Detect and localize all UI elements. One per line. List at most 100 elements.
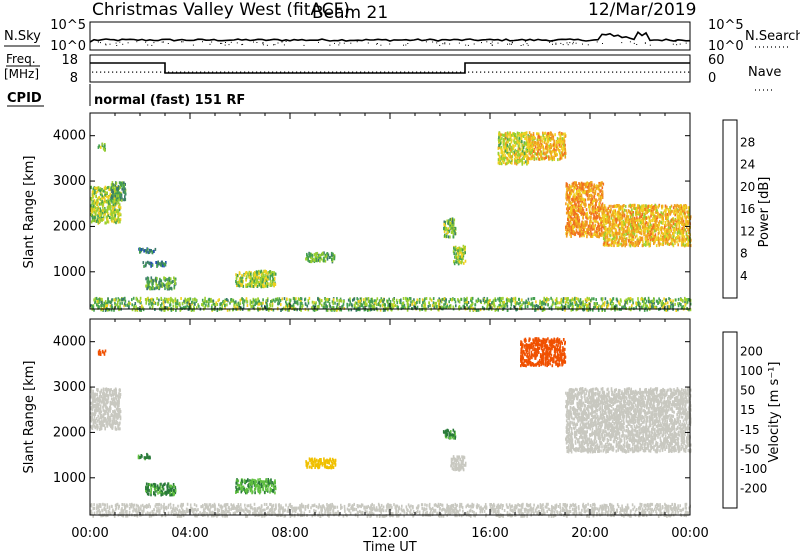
- echo-cell: [423, 306, 425, 310]
- echo-cell: [642, 305, 644, 309]
- nsearch-point: [109, 43, 111, 45]
- echo-cell: [421, 298, 424, 302]
- echo-cell: [664, 213, 666, 217]
- echo-cell: [155, 277, 158, 281]
- echo-cell: [499, 135, 501, 139]
- nsearch-point: [122, 43, 124, 45]
- nsearch-point: [303, 44, 305, 46]
- echo-cell: [590, 220, 593, 224]
- echo-cell: [600, 189, 602, 193]
- echo-cell: [632, 241, 634, 245]
- echo-cell: [644, 306, 646, 310]
- echo-cell: [646, 209, 648, 213]
- echo-cell: [573, 181, 576, 185]
- echo-cell: [580, 202, 583, 206]
- echo-cell: [600, 220, 602, 224]
- echo-cell: [511, 158, 513, 162]
- echo-cell: [626, 229, 628, 233]
- echo-cell: [506, 143, 509, 147]
- echo-cell: [271, 273, 274, 276]
- nave-point: [396, 71, 398, 73]
- echo-cell: [563, 139, 566, 143]
- echo-cell: [531, 304, 534, 308]
- echo-cell: [226, 303, 228, 307]
- echo-cell: [680, 240, 683, 244]
- nsearch-point: [575, 42, 577, 44]
- echo-cell: [542, 156, 544, 160]
- echo-cell: [614, 204, 617, 208]
- echo-cell: [509, 143, 511, 147]
- echo-cell: [553, 158, 555, 161]
- echo-cell: [526, 161, 529, 165]
- echo-cell: [431, 304, 434, 308]
- echo-cell: [685, 298, 688, 302]
- echo-cell: [308, 259, 311, 263]
- echo-cell: [528, 131, 531, 135]
- echo-cell: [498, 132, 500, 136]
- nave-point: [680, 71, 682, 73]
- echo-cell: [619, 205, 622, 209]
- echo-cell: [667, 223, 669, 226]
- echo-cell: [584, 303, 587, 306]
- echo-cell: [366, 297, 368, 301]
- echo-cell: [537, 149, 539, 153]
- echo-cell: [545, 151, 547, 155]
- echo-cell: [440, 305, 443, 309]
- echo-cell: [583, 211, 586, 215]
- echo-cell: [683, 226, 685, 230]
- echo-cell: [625, 216, 628, 220]
- echo-cell: [619, 236, 621, 240]
- echo-cell: [501, 159, 504, 163]
- echo-cell: [530, 145, 532, 148]
- echo-cell: [662, 239, 664, 243]
- echo-cell: [280, 303, 282, 307]
- echo-cell: [594, 210, 597, 214]
- echo-cell: [256, 285, 259, 288]
- echo-cell: [541, 303, 543, 307]
- echo-cell: [544, 302, 547, 306]
- echo-cell: [606, 235, 609, 239]
- echo-cell: [564, 301, 567, 305]
- echo-cell: [157, 286, 160, 290]
- echo-cell: [242, 284, 245, 288]
- nave-point: [312, 71, 314, 73]
- echo-cell: [433, 305, 435, 309]
- echo-cell: [454, 226, 457, 230]
- echo-cell: [498, 135, 500, 139]
- nave-point: [524, 71, 526, 73]
- echo-cell: [144, 249, 147, 253]
- echo-cell: [623, 230, 625, 234]
- echo-cell: [664, 221, 667, 224]
- echo-cell: [652, 231, 654, 235]
- echo-cell: [514, 159, 517, 163]
- nsearch-point: [266, 44, 268, 46]
- nave-point: [656, 71, 658, 73]
- echo-cell: [327, 299, 329, 303]
- echo-cell: [613, 234, 615, 237]
- echo-cell: [112, 183, 114, 187]
- echo-cell: [501, 148, 503, 152]
- echo-cell: [644, 302, 647, 306]
- echo-cell: [582, 213, 585, 216]
- echo-cell: [595, 219, 597, 223]
- nave-point: [252, 71, 254, 73]
- echo-cell: [631, 230, 633, 234]
- echo-cell: [169, 281, 171, 285]
- nave-point: [552, 71, 554, 73]
- echo-cell: [453, 262, 456, 266]
- echo-cell: [242, 303, 245, 307]
- nave-point: [668, 71, 670, 73]
- echo-cell: [273, 271, 275, 275]
- echo-cell: [613, 240, 615, 244]
- echo-cell: [112, 190, 115, 194]
- echo-cell: [577, 196, 579, 200]
- echo-cell: [266, 282, 269, 285]
- echo-cell: [615, 220, 618, 224]
- echo-cell: [662, 212, 664, 216]
- echo-cell: [677, 210, 679, 214]
- nave-point: [400, 71, 402, 73]
- echo-cell: [677, 302, 679, 306]
- echo-cell: [508, 132, 510, 136]
- echo-cell: [547, 145, 550, 149]
- echo-cell: [170, 286, 172, 290]
